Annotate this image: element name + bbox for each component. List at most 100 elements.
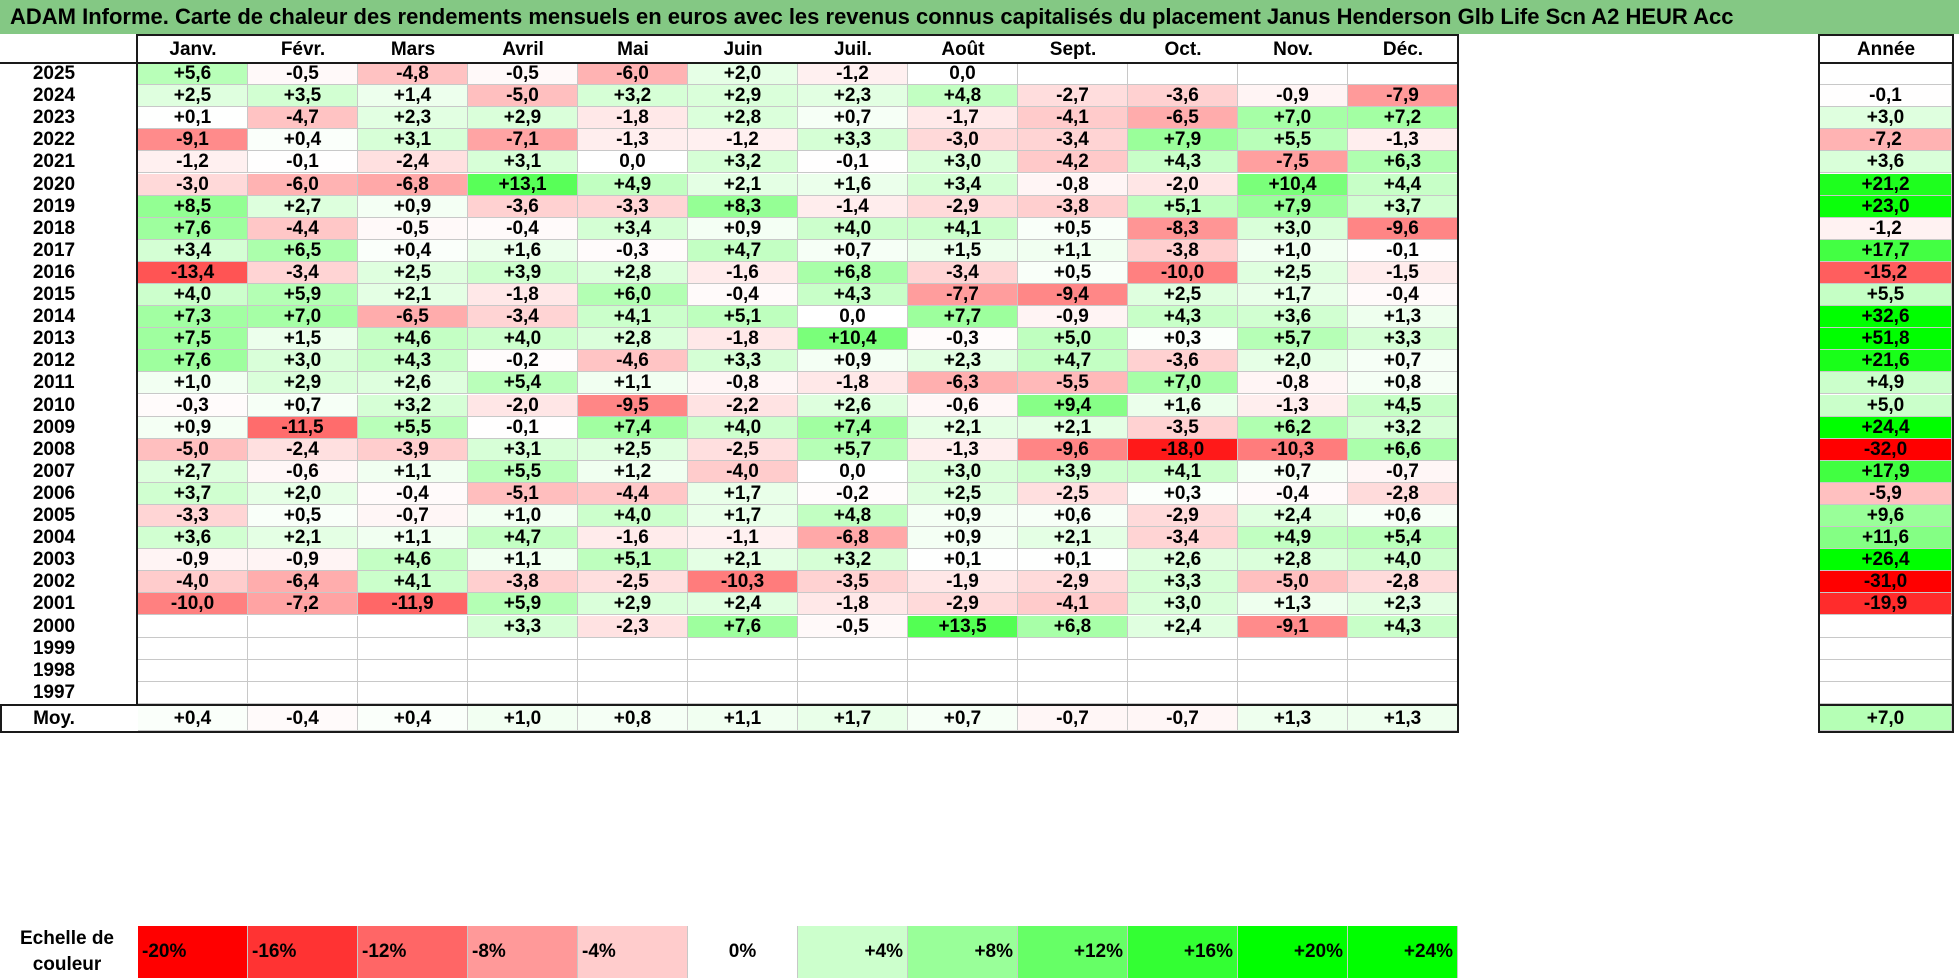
heatmap-cell: +2,3 <box>908 350 1018 373</box>
heatmap-cell <box>1348 63 1458 86</box>
heatmap-cell: +2,5 <box>578 438 688 461</box>
heatmap-cell: +2,5 <box>1128 284 1238 307</box>
annual-cell <box>1820 63 1952 86</box>
annual-cell: -15,2 <box>1820 261 1952 284</box>
heatmap-cell: -1,4 <box>798 195 908 218</box>
heatmap-cell: +5,4 <box>468 372 578 395</box>
heatmap-cell: -7,1 <box>468 129 578 152</box>
color-scale-stop: +12% <box>1018 926 1128 978</box>
heatmap-cell <box>248 681 358 704</box>
heatmap-cell <box>798 637 908 660</box>
year-label: 2024 <box>32 85 76 107</box>
heatmap-cell: +3,1 <box>468 438 578 461</box>
heatmap-cell: -3,4 <box>468 306 578 329</box>
year-label: 2002 <box>32 571 76 593</box>
heatmap-cell: +3,3 <box>1128 571 1238 594</box>
heatmap-cell: +4,3 <box>1128 151 1238 174</box>
heatmap-cell: +2,5 <box>1238 261 1348 284</box>
heatmap-cell: +1,7 <box>1238 284 1348 307</box>
heatmap-cell: -2,0 <box>468 394 578 417</box>
year-label: 2014 <box>32 306 76 328</box>
heatmap-cell: -2,3 <box>578 615 688 638</box>
heatmap-cell: +7,2 <box>1348 107 1458 130</box>
heatmap-cell: +0,5 <box>1018 217 1128 240</box>
heatmap-cell: -0,4 <box>688 284 798 307</box>
heatmap-cell: +4,8 <box>798 505 908 528</box>
heatmap-cell: -11,5 <box>248 416 358 439</box>
heatmap-cell: +4,0 <box>468 328 578 351</box>
heatmap-cell: +6,0 <box>578 284 688 307</box>
average-cell: +1,0 <box>468 706 578 731</box>
heatmap-cell: +4,3 <box>1128 306 1238 329</box>
heatmap-cell: +3,4 <box>578 217 688 240</box>
heatmap-cell: +3,1 <box>358 129 468 152</box>
heatmap-cell: 0,0 <box>798 306 908 329</box>
heatmap-cell: +0,6 <box>1348 505 1458 528</box>
annual-cell <box>1820 637 1952 660</box>
heatmap-cell <box>248 637 358 660</box>
year-label: 1999 <box>32 637 76 659</box>
heatmap-cell: -6,5 <box>1128 107 1238 130</box>
heatmap-cell: +3,5 <box>248 85 358 108</box>
heatmap-cell: +4,9 <box>1238 527 1348 550</box>
heatmap-cell: -2,5 <box>578 571 688 594</box>
average-cell: -0,4 <box>248 706 358 731</box>
color-scale-stop: +8% <box>908 926 1018 978</box>
year-label: 2015 <box>32 284 76 305</box>
heatmap-cell: -2,9 <box>908 593 1018 616</box>
year-label: 2009 <box>32 416 76 438</box>
heatmap-cell: +3,2 <box>798 549 908 572</box>
heatmap-cell: -1,8 <box>798 372 908 395</box>
heatmap-cell: +1,7 <box>688 505 798 528</box>
month-header: Avril <box>502 39 544 60</box>
heatmap-cell: +0,1 <box>138 107 248 130</box>
heatmap-cell: -1,8 <box>468 284 578 307</box>
heatmap-cell <box>468 659 578 682</box>
heatmap-cell: +5,9 <box>248 284 358 307</box>
heatmap-cell: -3,4 <box>1018 129 1128 152</box>
heatmap-cell: +2,4 <box>688 593 798 616</box>
heatmap-cell: +1,5 <box>908 239 1018 262</box>
year-label: 2007 <box>32 460 76 482</box>
heatmap-cell: -2,2 <box>688 394 798 417</box>
year-label: 2016 <box>32 261 76 283</box>
heatmap-cell: +4,0 <box>1348 549 1458 572</box>
annual-cell: +11,6 <box>1820 527 1952 550</box>
heatmap-cell: +7,4 <box>578 416 688 439</box>
heatmap-cell: -0,9 <box>138 549 248 572</box>
month-header: Déc. <box>1382 39 1424 60</box>
annual-cell: +3,0 <box>1820 107 1952 130</box>
average-label: Moy. <box>33 708 75 729</box>
heatmap-cell: +1,0 <box>1238 239 1348 262</box>
heatmap-cell <box>358 659 468 682</box>
annual-cell: +17,7 <box>1820 239 1952 262</box>
heatmap-cell <box>138 659 248 682</box>
heatmap-cell: -11,9 <box>358 593 468 616</box>
annual-cell: +51,8 <box>1820 328 1952 351</box>
heatmap-cell: -1,2 <box>688 129 798 152</box>
heatmap-cell: +0,5 <box>1018 261 1128 284</box>
heatmap-cell: +4,5 <box>1348 394 1458 417</box>
heatmap-cell: -6,3 <box>908 372 1018 395</box>
heatmap-cell: +5,5 <box>1238 129 1348 152</box>
heatmap-cell: +6,8 <box>798 261 908 284</box>
month-header: Mai <box>617 39 649 60</box>
heatmap-cell: -0,4 <box>1348 284 1458 307</box>
heatmap-cell: +4,3 <box>798 284 908 307</box>
heatmap-cell: -3,9 <box>358 438 468 461</box>
heatmap-cell <box>138 615 248 638</box>
heatmap-cell: -13,4 <box>138 261 248 284</box>
year-label: 2013 <box>32 328 76 350</box>
heatmap-cell: +0,9 <box>908 527 1018 550</box>
heatmap-cell: +0,7 <box>248 394 358 417</box>
heatmap-cell: +1,6 <box>1128 394 1238 417</box>
month-header: Sept. <box>1049 39 1097 60</box>
heatmap-cell: -10,0 <box>1128 261 1238 284</box>
heatmap-cell: 0,0 <box>578 151 688 174</box>
heatmap-cell: -1,3 <box>1348 129 1458 152</box>
color-scale-stop: -4% <box>578 926 688 978</box>
heatmap-cell: -0,9 <box>248 549 358 572</box>
heatmap-cell: -4,8 <box>358 63 468 86</box>
heatmap-cell <box>138 681 248 704</box>
heatmap-cell: -6,0 <box>248 173 358 196</box>
